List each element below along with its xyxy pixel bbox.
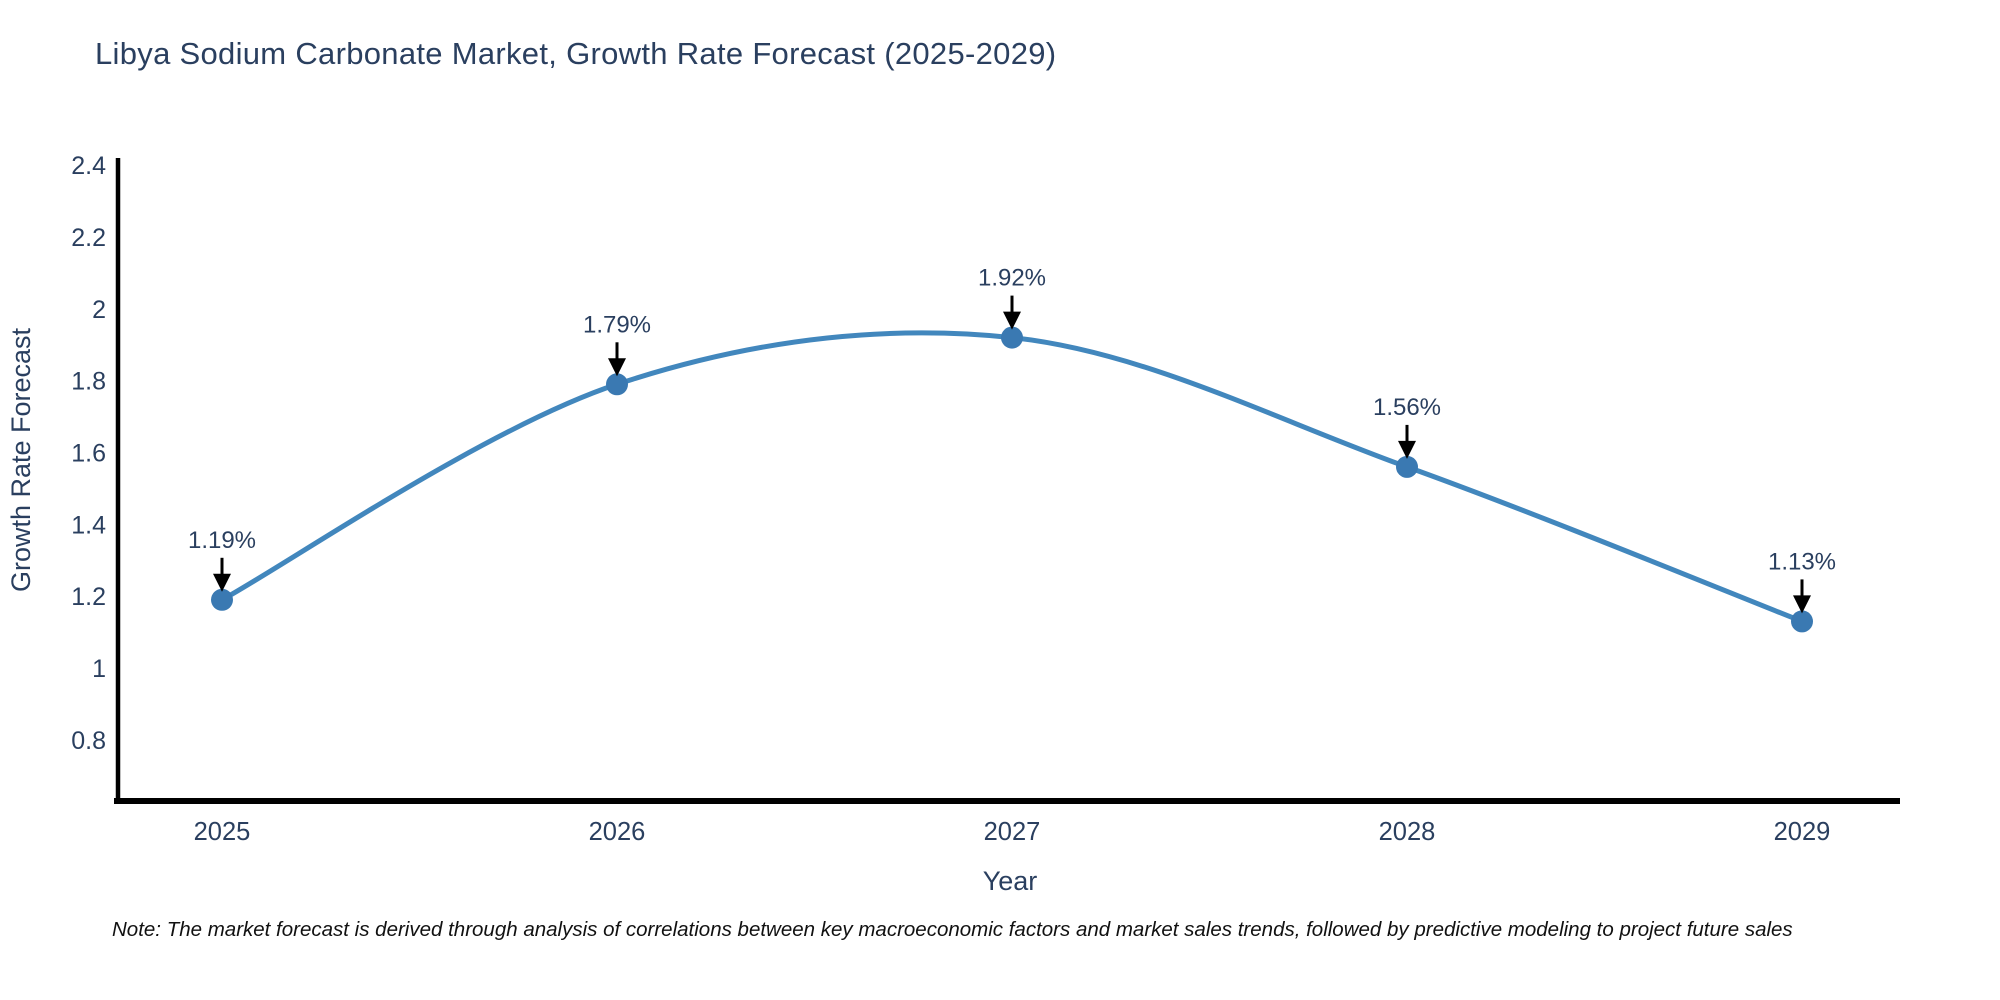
annotation-arrowhead-icon	[213, 573, 231, 592]
y-tick-label: 1	[92, 655, 106, 683]
y-tick-label: 1.2	[71, 583, 106, 611]
y-tick-label: 1.4	[71, 511, 106, 539]
y-axis-title: Growth Rate Forecast	[6, 327, 36, 592]
x-axis-title: Year	[983, 866, 1038, 896]
trend-line	[219, 330, 1805, 624]
chart-title: Libya Sodium Carbonate Market, Growth Ra…	[95, 36, 1057, 71]
annotation-label: 1.19%	[188, 527, 256, 554]
x-tick-label: 2028	[1379, 818, 1436, 846]
annotation-arrowhead-icon	[1003, 311, 1021, 330]
y-tick-label: 1.6	[71, 440, 106, 468]
annotation-arrowhead-icon	[1398, 440, 1416, 459]
annotation-arrowhead-icon	[608, 358, 626, 377]
x-tick-label: 2029	[1774, 818, 1831, 846]
data-point-marker	[1791, 610, 1813, 633]
point-annotations: 1.19% 1.79% 1.92% 1.56% 1.13%	[188, 265, 1836, 614]
y-tick-label: 2.4	[71, 152, 106, 180]
x-tick-label: 2026	[589, 818, 646, 846]
data-point-marker	[606, 373, 628, 396]
y-tick-label: 2	[92, 296, 106, 324]
annotation-label: 1.92%	[978, 265, 1046, 292]
x-tick-label: 2025	[194, 818, 251, 846]
y-tick-label: 0.8	[71, 727, 106, 755]
annotation-label: 1.13%	[1768, 548, 1836, 575]
axes	[114, 158, 1900, 804]
x-tick-labels: 2025 2026 2027 2028 2029	[194, 818, 1831, 846]
annotation-label: 1.56%	[1373, 394, 1441, 421]
y-tick-label: 1.8	[71, 368, 106, 396]
data-point-markers	[211, 326, 1813, 633]
annotation-label: 1.79%	[583, 311, 651, 338]
data-point-marker	[211, 588, 233, 611]
x-tick-label: 2027	[984, 818, 1041, 846]
annotation-arrowhead-icon	[1793, 595, 1811, 614]
y-tick-labels: 0.8 1 1.2 1.4 1.6 1.8 2 2.2 2.4	[71, 152, 106, 755]
y-tick-label: 2.2	[71, 224, 106, 252]
chart-footnote: Note: The market forecast is derived thr…	[112, 918, 1793, 941]
data-point-marker	[1396, 455, 1418, 478]
data-point-marker	[1001, 326, 1023, 349]
